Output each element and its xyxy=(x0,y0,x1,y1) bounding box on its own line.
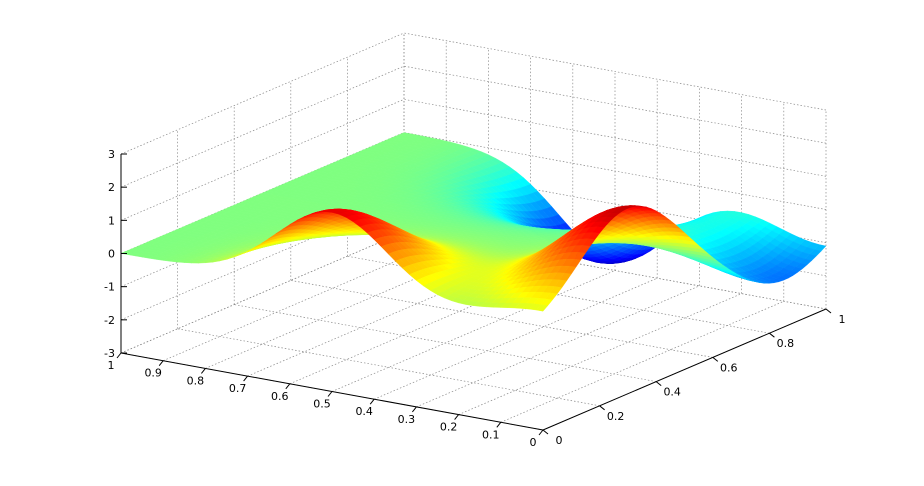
y-tick xyxy=(825,308,832,314)
surface-patch xyxy=(535,304,549,312)
axes-lines xyxy=(116,153,832,436)
z-tick-label: 3 xyxy=(108,148,115,161)
z-tick-label: 1 xyxy=(108,214,115,227)
x-tick xyxy=(412,406,417,413)
x-tick xyxy=(285,383,291,390)
tick-labels: 0 0.1 0.2 0.3 0.4 0.5 0.6 0.7 0.8 0.9 1 0 0.2 0.4 0.6 0… xyxy=(104,148,845,449)
y-tick-label: 0.8 xyxy=(777,337,795,350)
floor-gridline xyxy=(177,328,600,407)
back-wall-gridline xyxy=(403,32,827,111)
y-axis-line xyxy=(542,308,827,431)
floor-gridline xyxy=(458,293,742,415)
floor-gridline xyxy=(290,280,713,358)
x-tick xyxy=(454,414,459,420)
x-tick-label: 0.9 xyxy=(144,367,162,380)
y-tick xyxy=(712,357,719,362)
y-tick-label: 0.4 xyxy=(663,386,681,399)
y-tick-label: 1 xyxy=(839,313,846,326)
x-tick xyxy=(201,368,206,374)
surface-mesh xyxy=(120,132,827,312)
x-tick-label: 0.8 xyxy=(187,374,205,387)
floor-gridline xyxy=(331,270,616,392)
x-tick xyxy=(369,398,375,405)
y-tick xyxy=(769,332,775,338)
back-wall-gridline xyxy=(403,65,827,144)
y-tick-label: 0.6 xyxy=(720,361,738,374)
x-tick xyxy=(158,360,164,367)
floor-gridline xyxy=(500,300,784,423)
x-tick-label: 1 xyxy=(108,359,115,372)
x-tick-label: 0.1 xyxy=(482,428,500,441)
y-tick-label: 0.2 xyxy=(607,410,625,423)
z-tick-label: -3 xyxy=(104,347,115,360)
x-tick xyxy=(116,352,122,359)
side-wall-gridline xyxy=(120,231,405,354)
x-tick-label: 0 xyxy=(530,436,537,449)
y-tick-label: 0 xyxy=(556,434,563,447)
z-tick-label: 2 xyxy=(108,181,115,194)
x-tick-label: 0.6 xyxy=(271,390,289,403)
x-tick xyxy=(538,429,544,436)
floor-gridline xyxy=(234,304,657,382)
x-tick xyxy=(243,375,248,382)
z-tick-label: -1 xyxy=(104,281,115,294)
x-tick-label: 0.2 xyxy=(440,421,458,434)
y-tick xyxy=(655,381,662,386)
back-wall-gridline xyxy=(403,98,827,177)
x-tick-label: 0.3 xyxy=(398,413,416,426)
x-tick-label: 0.7 xyxy=(229,382,247,395)
x-tick xyxy=(327,391,333,397)
x-tick-label: 0.4 xyxy=(355,405,373,418)
z-tick-label: -2 xyxy=(104,314,115,327)
z-tick-label: 0 xyxy=(108,248,115,261)
side-wall-gridline xyxy=(120,32,405,155)
floor-gridline xyxy=(416,285,700,408)
x-tick xyxy=(496,421,502,428)
y-tick xyxy=(542,429,549,435)
floor-gridline xyxy=(374,277,658,400)
back-wall-gridline xyxy=(403,132,827,210)
x-tick-label: 0.5 xyxy=(313,398,331,411)
side-wall-gridline xyxy=(120,65,405,188)
side-wall-gridline xyxy=(120,99,405,221)
y-tick xyxy=(599,405,605,411)
